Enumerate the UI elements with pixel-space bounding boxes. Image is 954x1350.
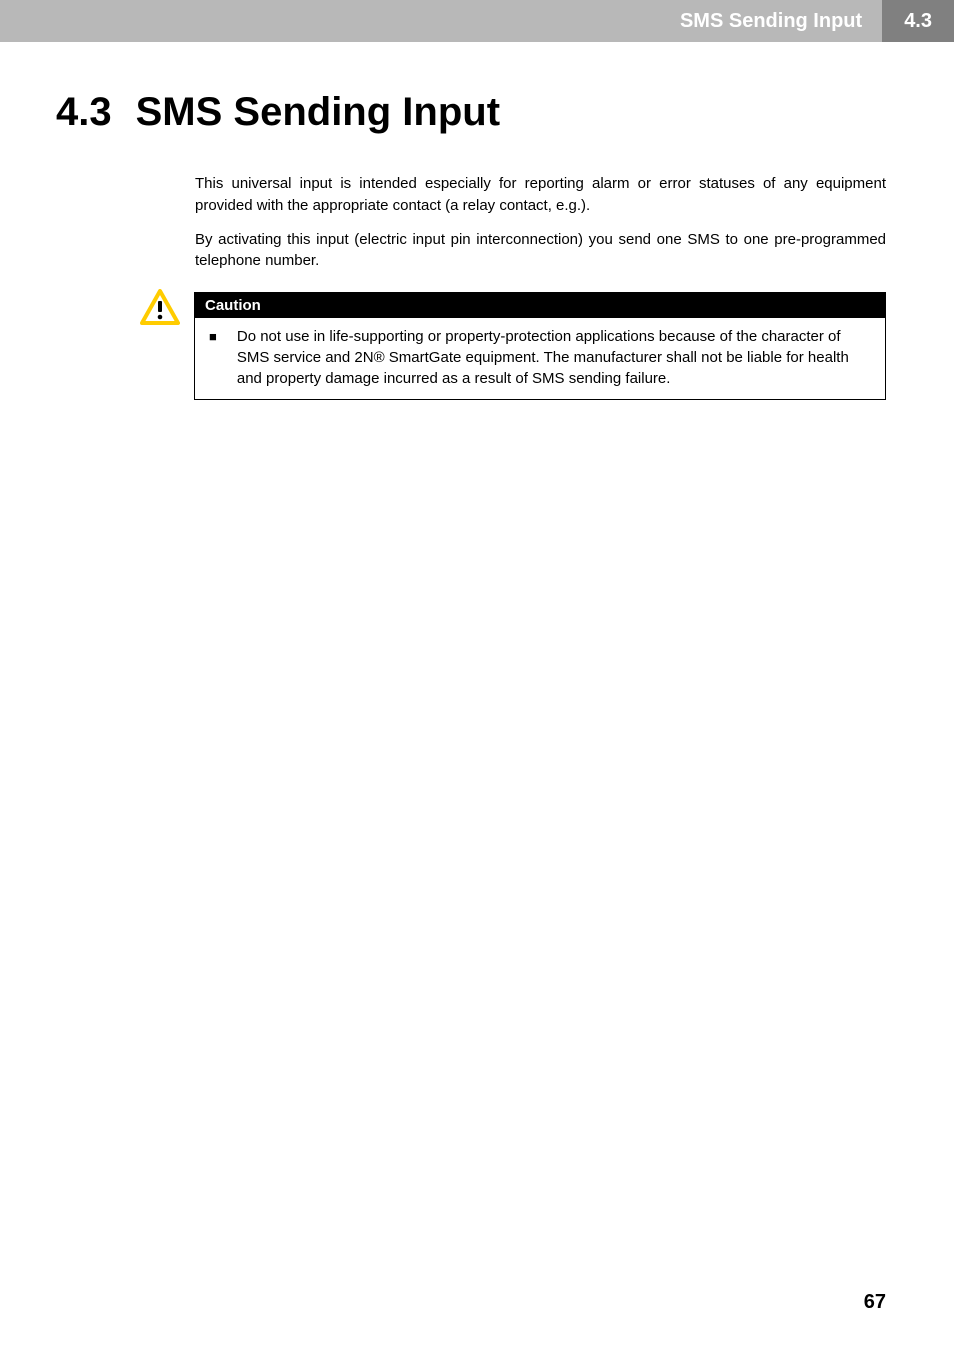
section-heading-number: 4.3	[56, 90, 112, 135]
page-number: 67	[864, 1291, 886, 1314]
bullet-icon: ■	[209, 328, 217, 389]
caution-block: Caution ■ Do not use in life-supporting …	[140, 292, 886, 400]
caution-box: Caution ■ Do not use in life-supporting …	[194, 292, 886, 400]
section-heading: 4.3 SMS Sending Input	[56, 90, 954, 135]
caution-text: Do not use in life-supporting or propert…	[237, 326, 871, 389]
section-heading-text: SMS Sending Input	[136, 90, 500, 135]
header-title: SMS Sending Input	[680, 10, 862, 33]
header-section-number: 4.3	[882, 0, 954, 42]
caution-label: Caution	[195, 293, 885, 318]
body-paragraph: This universal input is intended especia…	[195, 173, 886, 217]
header-bar: SMS Sending Input 4.3	[0, 0, 954, 42]
caution-body: ■ Do not use in life-supporting or prope…	[195, 318, 885, 399]
warning-icon	[140, 289, 180, 330]
body-paragraph: By activating this input (electric input…	[195, 229, 886, 273]
